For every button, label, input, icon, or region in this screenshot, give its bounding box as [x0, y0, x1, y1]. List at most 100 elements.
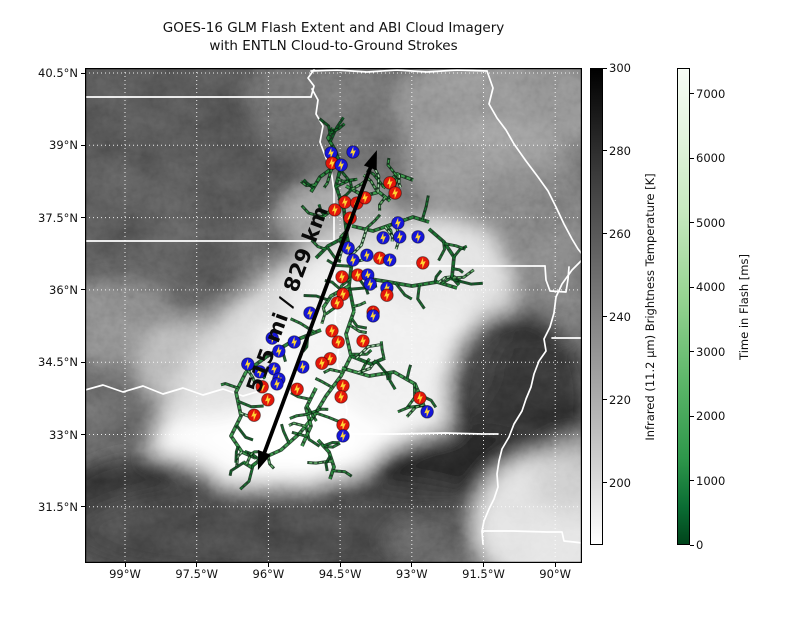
colorbar-tick-label: 2000 — [696, 409, 726, 424]
cg-stroke-marker-negative — [366, 309, 380, 323]
flash-trace — [318, 204, 326, 216]
flash-trace — [406, 364, 412, 380]
flash-trace — [315, 377, 333, 389]
lightning-bolt-icon — [345, 242, 352, 254]
lightning-bolt-icon — [380, 232, 386, 244]
x-tick-mark — [483, 563, 484, 567]
lightning-bolt-icon — [276, 345, 282, 357]
lightning-bolt-icon — [350, 254, 356, 266]
flash-trace — [307, 407, 329, 416]
colorbar-tick-mark — [690, 351, 694, 353]
flash-trace — [245, 452, 253, 465]
lightning-bolt-icon — [334, 297, 341, 309]
x-tick-label: 96°W — [252, 567, 285, 581]
x-tick-label: 94.5°W — [318, 567, 362, 581]
flash-trace — [352, 229, 368, 255]
lightning-bolt-icon — [319, 357, 325, 369]
x-tick-mark — [339, 563, 341, 567]
flash-trace — [417, 284, 425, 309]
flash-trace — [301, 387, 317, 447]
y-tick-label: 33°N — [49, 427, 78, 442]
flash-trace — [239, 465, 254, 490]
colorbar-tick-label: 260 — [609, 226, 631, 241]
cg-stroke-marker-positive — [380, 288, 394, 302]
flash-trace — [305, 425, 320, 447]
lightning-bolt-icon — [335, 336, 342, 348]
flash-trace — [290, 392, 311, 401]
cg-stroke-marker-negative — [265, 331, 279, 345]
flash-trace — [444, 243, 466, 250]
x-tick-mark — [124, 563, 126, 567]
x-tick-label: 91.5°W — [462, 567, 505, 581]
cg-stroke-marker-positive — [315, 356, 329, 370]
glm-flash-extent-traces — [220, 116, 483, 491]
cg-stroke-marker-negative — [346, 253, 360, 267]
flash-trace — [335, 178, 358, 188]
cg-stroke-marker-positive — [331, 335, 345, 349]
flash-trace — [300, 180, 316, 187]
lightning-bolt-icon — [386, 177, 393, 189]
colorbar-time-in-flash — [677, 68, 690, 545]
cg-stroke-marker-negative — [411, 230, 425, 244]
cg-stroke-marker-negative — [391, 216, 405, 230]
flash-trace — [260, 310, 355, 460]
x-tick-label: 93°W — [395, 567, 428, 581]
cg-stroke-markers — [241, 145, 434, 443]
flash-trace — [350, 349, 372, 355]
cg-stroke-marker-negative — [241, 357, 255, 371]
cg-stroke-marker-negative — [360, 248, 374, 262]
flash-trace — [452, 269, 475, 279]
lightning-bolt-icon — [244, 358, 251, 370]
lightning-bolt-icon — [384, 289, 390, 301]
flash-trace — [337, 188, 353, 201]
state-border — [84, 384, 344, 398]
state-border — [481, 259, 583, 545]
cg-stroke-marker-negative — [420, 405, 434, 419]
cg-stroke-marker-positive — [255, 380, 269, 394]
cg-stroke-marker-negative — [336, 429, 350, 443]
cg-stroke-marker-negative — [383, 253, 397, 267]
state-borders — [84, 67, 583, 545]
lightning-bolt-icon — [364, 269, 371, 281]
cg-stroke-marker-positive — [325, 324, 339, 338]
cg-stroke-marker-positive — [413, 391, 427, 405]
x-tick-label: 99°W — [109, 567, 141, 581]
flash-trace — [357, 359, 377, 374]
flash-trace — [235, 446, 239, 463]
lightning-bolt-icon — [384, 282, 390, 294]
flash-trace — [434, 270, 442, 283]
colorbar-tick-mark — [603, 233, 607, 235]
map-axes: 515 mi / 829 km — [0, 8, 632, 593]
flash-trace — [398, 174, 402, 188]
y-tick-label: 37.5°N — [38, 210, 78, 225]
colorbar-ir-brightness-temp — [590, 68, 603, 545]
cg-stroke-marker-positive — [388, 186, 402, 200]
y-tick-mark — [81, 144, 85, 146]
flash-trace — [315, 235, 348, 259]
lightning-bolt-icon — [386, 254, 393, 266]
abi-cloud-imagery — [0, 8, 632, 593]
lightning-bolt-icon — [265, 394, 271, 406]
colorbar-tick-label: 6000 — [696, 151, 726, 166]
flash-trace — [337, 178, 356, 183]
state-border — [482, 530, 583, 544]
lightning-bolt-icon — [354, 269, 361, 281]
flash-trace — [345, 185, 391, 202]
cg-stroke-marker-positive — [290, 382, 304, 396]
state-border — [311, 88, 335, 242]
x-tick-label: 97.5°W — [175, 567, 219, 581]
lightning-bolt-icon — [329, 325, 335, 337]
flash-trace — [245, 329, 322, 373]
colorbar-tick-label: 280 — [609, 143, 631, 158]
cg-stroke-marker-negative — [272, 344, 286, 358]
flash-trace — [267, 455, 275, 469]
flash-trace — [373, 165, 380, 193]
lightning-bolt-icon — [364, 249, 370, 261]
state-border — [486, 70, 583, 255]
chart-title-line2: with ENTLN Cloud-to-Ground Strokes — [209, 37, 458, 54]
flash-trace — [332, 470, 353, 477]
lightning-bolt-icon — [340, 288, 346, 300]
cg-stroke-marker-negative — [393, 230, 407, 244]
lightning-bolt-icon — [350, 146, 356, 158]
